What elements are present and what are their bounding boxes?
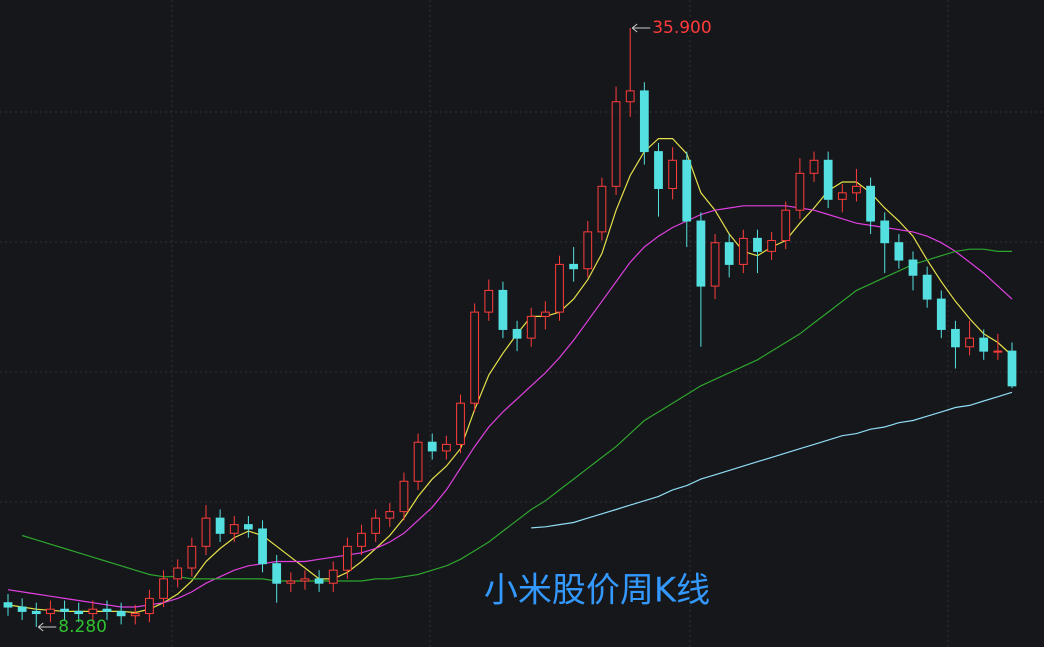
candle-body — [951, 328, 960, 348]
candle-body — [357, 532, 366, 547]
candle-body — [215, 517, 225, 534]
candle-body — [526, 315, 536, 339]
candle-body — [837, 192, 847, 200]
candle-body — [512, 328, 522, 339]
annotation-label: 8.280 — [58, 617, 107, 637]
candle-body — [753, 237, 762, 252]
candle-body — [795, 172, 805, 211]
candle-body — [102, 608, 112, 612]
candle-body — [371, 517, 381, 534]
candle-body — [724, 242, 734, 265]
annotation-arrow — [37, 622, 57, 632]
annotation-arrow — [631, 23, 651, 33]
candle-body — [413, 441, 423, 482]
candle-body — [555, 263, 564, 313]
candle-body — [441, 443, 451, 452]
candle-body — [470, 311, 480, 404]
candle-body — [60, 608, 69, 612]
candle-body — [767, 240, 776, 252]
annotation-label: 35.900 — [652, 18, 711, 38]
ma-line — [7, 138, 1013, 614]
candle-body — [696, 220, 706, 287]
candle-body — [668, 159, 678, 189]
candle-body — [936, 298, 946, 330]
candle-body — [159, 578, 168, 599]
candle-body — [342, 545, 352, 571]
candle-body — [1007, 350, 1017, 387]
candle-body — [569, 263, 579, 270]
candle-body — [823, 159, 833, 200]
candle-body — [427, 441, 437, 452]
candle-body — [46, 608, 55, 615]
candle-body — [272, 563, 282, 584]
ma-line — [21, 248, 1012, 582]
candle-body — [385, 511, 395, 519]
candle-body — [866, 185, 875, 222]
candle-body — [88, 608, 98, 615]
candle-body — [116, 610, 126, 617]
candle-body — [894, 242, 904, 261]
candle-body — [639, 90, 649, 153]
chart-title: 小米股价周K线 — [484, 571, 710, 611]
candle-body — [540, 311, 550, 317]
candle-body — [965, 337, 974, 348]
candle-body — [145, 597, 154, 615]
candle-body — [654, 151, 663, 189]
candle-body — [993, 350, 1003, 353]
candle-body — [173, 567, 183, 580]
candle-body — [74, 610, 84, 615]
candle-body — [738, 237, 748, 265]
candle-body — [314, 578, 324, 584]
candle-body — [781, 209, 791, 242]
candle-body — [201, 517, 211, 547]
candle-body — [328, 569, 338, 584]
candle-body — [583, 231, 593, 270]
candle-body — [908, 259, 918, 276]
candle-body — [130, 613, 140, 617]
candle-body — [3, 602, 13, 608]
candle-body — [300, 578, 310, 582]
candle-body — [17, 606, 27, 612]
candle-body — [880, 220, 890, 244]
candle-body — [710, 242, 720, 287]
candle-body — [187, 545, 197, 569]
candle-body — [597, 185, 607, 233]
candle-body — [809, 159, 819, 174]
candle-body — [244, 524, 253, 530]
candle-body — [399, 480, 409, 513]
candle-body — [31, 610, 41, 615]
ma-line — [7, 205, 1013, 608]
candle-body — [229, 524, 239, 534]
ma-line — [531, 391, 1013, 529]
candle-body — [611, 101, 621, 187]
candle-body — [682, 159, 692, 222]
candle-body — [286, 580, 296, 584]
candle-body — [625, 90, 635, 103]
candle-body — [498, 289, 508, 330]
candle-body — [852, 185, 861, 194]
candle-body — [979, 337, 989, 352]
candle-body — [456, 402, 465, 445]
candle-body — [922, 274, 932, 300]
candle-body — [258, 528, 267, 565]
candle-body — [484, 289, 494, 313]
